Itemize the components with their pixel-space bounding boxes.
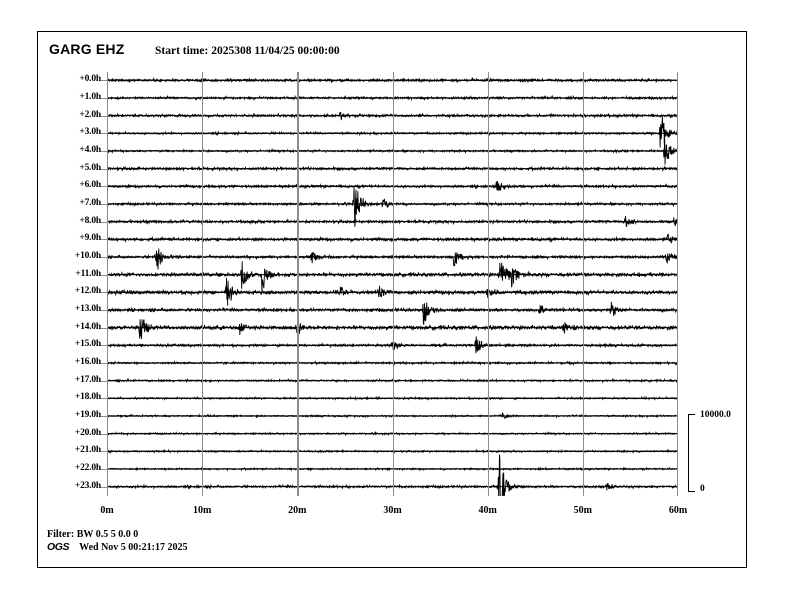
y-axis-tick xyxy=(101,256,107,259)
y-axis-tick xyxy=(101,203,107,206)
scale-bracket xyxy=(688,414,695,492)
y-axis-tick-label: +16.0h xyxy=(74,356,101,367)
y-axis-tick-label: +9.0h xyxy=(79,233,101,244)
y-axis-line xyxy=(107,72,109,496)
y-axis-tick-label: +18.0h xyxy=(74,392,101,403)
y-axis-tick-label: +22.0h xyxy=(74,462,101,473)
y-axis-tick xyxy=(101,309,107,312)
y-axis-tick-label: +8.0h xyxy=(79,215,101,226)
y-axis-tick xyxy=(101,468,107,471)
y-axis-tick-label: +12.0h xyxy=(74,286,101,297)
vertical-gridline xyxy=(582,72,585,496)
y-axis-tick xyxy=(101,186,107,188)
y-axis-tick-label: +14.0h xyxy=(74,321,101,332)
y-axis-tick xyxy=(101,274,107,276)
scale-bottom-label: 0 xyxy=(700,484,705,494)
y-axis-tick xyxy=(101,239,107,241)
y-axis-labels: +0.0h +1.0h +2.0h +3.0h +4.0h +5.0h +6.0h +7.0h… xyxy=(45,72,107,496)
y-axis-tick-label: +2.0h xyxy=(79,109,101,120)
y-axis-tick-label: +0.0h xyxy=(79,74,101,85)
y-axis-tick xyxy=(101,115,107,117)
y-axis-tick-label: +21.0h xyxy=(74,445,101,456)
y-axis-tick-label: +10.0h xyxy=(74,250,101,261)
org-label: OGS xyxy=(47,541,70,553)
y-axis-tick-label: +15.0h xyxy=(74,339,101,350)
x-axis-tick-label: 40m xyxy=(478,505,497,516)
y-axis-tick xyxy=(101,292,107,294)
y-axis-tick xyxy=(101,362,107,365)
y-axis-tick xyxy=(101,451,107,453)
vertical-gridline xyxy=(202,72,204,496)
helicorder-plot xyxy=(107,72,678,496)
y-axis-tick xyxy=(101,433,107,435)
vertical-gridline xyxy=(392,72,394,496)
x-axis-tick-label: 30m xyxy=(383,505,402,516)
page-title: GARG EHZ xyxy=(49,41,125,57)
x-axis-tick-label: 0m xyxy=(100,505,114,516)
x-axis-tick-label: 50m xyxy=(573,505,592,516)
y-axis-tick xyxy=(101,133,107,135)
vertical-gridline xyxy=(297,72,299,496)
x-axis-tick-label: 60m xyxy=(668,505,688,516)
y-axis-tick xyxy=(101,150,107,153)
filter-line: Filter: BW 0.5 5 0.0 0 xyxy=(47,529,139,540)
y-axis-tick-label: +17.0h xyxy=(74,374,101,385)
x-axis-tick-label: 10m xyxy=(192,505,212,516)
y-axis-tick-label: +23.0h xyxy=(74,480,101,491)
render-timestamp: Wed Nov 5 00:21:17 2025 xyxy=(79,542,188,553)
y-axis-tick-label: +11.0h xyxy=(75,268,101,279)
y-axis-tick-label: +19.0h xyxy=(74,409,101,420)
org-timestamp-line: OGS Wed Nov 5 00:21:17 2025 xyxy=(47,541,447,554)
y-axis-tick xyxy=(101,97,107,100)
scale-top-label: 10000.0 xyxy=(700,410,731,420)
y-axis-tick-label: +1.0h xyxy=(79,91,101,102)
y-axis-tick xyxy=(101,168,107,170)
y-axis-tick-label: +3.0h xyxy=(79,127,101,138)
y-axis-tick-label: +4.0h xyxy=(79,144,101,155)
x-axis-tick-label: 20m xyxy=(288,505,307,516)
y-axis-tick xyxy=(101,221,107,223)
footer: Filter: BW 0.5 5 0.0 0 OGS Wed Nov 5 00:2… xyxy=(47,528,447,554)
y-axis-tick-label: +6.0h xyxy=(79,180,101,191)
plot-frame xyxy=(37,31,747,568)
y-axis-tick xyxy=(101,415,107,418)
x-axis-labels: 0m 10m 20m 30m 40m 50m 60m xyxy=(100,505,687,521)
y-axis-tick xyxy=(101,486,107,488)
vertical-gridline xyxy=(487,72,489,496)
right-axis-line xyxy=(676,72,678,496)
y-axis-tick-label: +20.0h xyxy=(74,427,101,438)
y-axis-tick-label: +5.0h xyxy=(79,162,101,173)
y-axis-tick xyxy=(101,327,107,329)
y-axis-tick xyxy=(101,398,107,400)
start-time-label: Start time: 2025308 11/04/25 00:00:00 xyxy=(155,45,340,57)
y-axis-tick xyxy=(101,345,107,347)
amplitude-scale-bar: 10000.0 0 xyxy=(688,410,748,496)
y-axis-tick xyxy=(101,80,107,82)
y-axis-tick-label: +7.0h xyxy=(79,197,101,208)
y-axis-tick-label: +13.0h xyxy=(74,303,101,314)
y-axis-tick xyxy=(101,380,107,382)
